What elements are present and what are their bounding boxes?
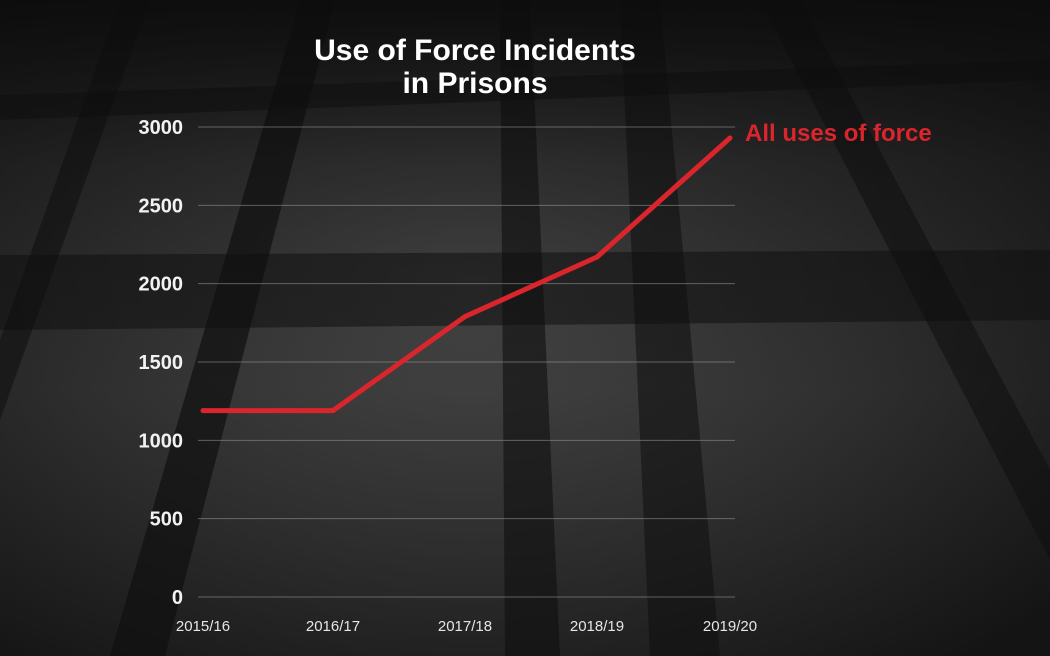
x-tick-label: 2017/18 <box>438 618 492 635</box>
series-label: All uses of force <box>745 120 932 147</box>
x-tick-label: 2015/16 <box>176 618 230 635</box>
series-line-all-uses-of-force <box>203 136 732 414</box>
series-layer: All uses of force <box>200 120 932 414</box>
data-point <box>727 135 733 141</box>
y-tick-label: 0 <box>172 587 183 609</box>
x-tick-label: 2019/20 <box>703 618 757 635</box>
x-tick-label: 2016/17 <box>306 618 360 635</box>
y-tick-label: 2000 <box>139 274 184 296</box>
y-tick-label: 500 <box>150 509 183 531</box>
grid-lines <box>198 126 735 598</box>
chart-title-line-1: Use of Force Incidents <box>314 34 636 67</box>
data-point <box>594 254 600 260</box>
y-tick-label: 3000 <box>139 117 184 139</box>
y-axis-ticks: 0 500 1000 1500 2000 2500 3000 <box>139 117 184 609</box>
y-tick-label: 2500 <box>139 195 184 217</box>
data-point <box>462 314 468 320</box>
y-tick-label: 1500 <box>139 352 184 374</box>
x-axis-ticks: 2015/16 2016/17 2017/18 2018/19 2019/20 <box>176 618 757 635</box>
data-point <box>330 408 336 414</box>
x-tick-label: 2018/19 <box>570 618 624 635</box>
chart-title-line-2: in Prisons <box>402 67 547 100</box>
y-tick-label: 1000 <box>139 430 184 452</box>
data-point <box>200 408 206 414</box>
